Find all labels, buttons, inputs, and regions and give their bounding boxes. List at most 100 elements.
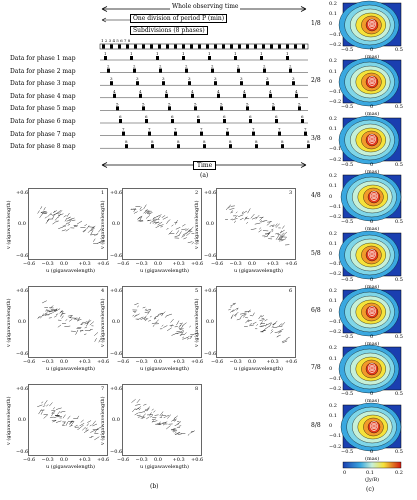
uv-track bbox=[133, 208, 136, 212]
map-ytick: −0.2 bbox=[329, 271, 342, 278]
uv-track bbox=[58, 210, 63, 215]
caption-c: (c) bbox=[366, 486, 375, 493]
xaxis-label: u (gigawavelength) bbox=[46, 268, 95, 274]
uv-track bbox=[241, 211, 244, 214]
uv-track bbox=[44, 313, 49, 316]
uv-track bbox=[143, 403, 147, 406]
uv-track bbox=[185, 228, 189, 232]
uv-track bbox=[179, 324, 181, 327]
map-xtick: −0.5 bbox=[341, 161, 354, 168]
phase-number: 8 bbox=[229, 139, 232, 144]
uv-track bbox=[49, 402, 53, 407]
map-xtick: 0.5 bbox=[395, 448, 403, 455]
uv-track bbox=[260, 315, 265, 318]
uv-track bbox=[154, 221, 159, 225]
phase-number: 7 bbox=[122, 127, 125, 132]
uv-track bbox=[284, 339, 288, 341]
uv-track bbox=[271, 228, 274, 231]
map-ytick: 0 bbox=[329, 308, 333, 315]
uv-track bbox=[86, 225, 90, 230]
uv-track bbox=[151, 408, 154, 411]
map-xtick: 0.5 bbox=[395, 47, 403, 53]
phase-data-block bbox=[243, 93, 246, 98]
phase-data-block bbox=[229, 144, 232, 149]
uv-track bbox=[239, 313, 246, 315]
yaxis-label: v (gigawavelength) bbox=[194, 298, 200, 347]
phase-number: 3 bbox=[214, 76, 217, 81]
phase-data-block bbox=[252, 131, 255, 136]
xtick-label: +0.3 bbox=[78, 457, 91, 463]
peak-contour bbox=[370, 79, 374, 84]
uv-track bbox=[158, 224, 164, 227]
uv-track bbox=[94, 332, 99, 336]
time-label: Time bbox=[193, 161, 217, 170]
xtick-label: +0.6 bbox=[285, 359, 298, 365]
map-ytick: 0.2 bbox=[329, 173, 337, 180]
phase-number: 7 bbox=[252, 127, 255, 132]
phase-number: 3 bbox=[136, 76, 139, 81]
phase-label: 8/8 bbox=[311, 421, 321, 429]
phase-data-block bbox=[272, 106, 275, 111]
uv-track bbox=[236, 308, 239, 311]
uv-track bbox=[77, 415, 80, 419]
xtick-label: 0.0 bbox=[154, 457, 162, 463]
uv-track bbox=[136, 305, 140, 308]
phase-data-block bbox=[292, 81, 295, 86]
colorbar-tick: 0 bbox=[343, 470, 347, 476]
peak-contour bbox=[370, 366, 374, 371]
strip-block bbox=[214, 44, 217, 49]
phase-number: 2 bbox=[185, 64, 188, 69]
uv-track bbox=[85, 321, 90, 327]
phase-number: 7 bbox=[148, 127, 151, 132]
phase-number: 5 bbox=[194, 101, 197, 106]
ytick-label: −0.6 bbox=[16, 253, 29, 259]
uv-track bbox=[132, 408, 136, 413]
xtick-label: −0.3 bbox=[135, 359, 148, 365]
ytick-label: −0.6 bbox=[16, 351, 29, 357]
strip-block bbox=[278, 44, 281, 49]
uv-track bbox=[275, 232, 280, 235]
xtick-label: 0.0 bbox=[154, 359, 162, 365]
uv-track bbox=[231, 309, 236, 313]
xaxis-label: u (gigawavelength) bbox=[140, 464, 189, 470]
uv-track bbox=[247, 208, 251, 214]
uv-track bbox=[139, 316, 144, 319]
phase-data-block bbox=[286, 56, 289, 60]
xtick-label: −0.3 bbox=[41, 457, 54, 463]
strip-block bbox=[206, 44, 209, 49]
phase-number: 2 bbox=[133, 64, 136, 69]
uv-track bbox=[255, 214, 260, 220]
uv-track bbox=[82, 426, 86, 431]
phase-number: 4 bbox=[165, 89, 168, 94]
phase-data-block bbox=[226, 131, 229, 136]
uv-track bbox=[56, 407, 62, 410]
phase-intensity-map bbox=[338, 345, 402, 394]
peak-contour bbox=[372, 194, 376, 198]
phase-data-block bbox=[298, 106, 301, 111]
uv-track bbox=[163, 325, 168, 328]
map-xlabel: (mas) bbox=[365, 341, 380, 347]
uv-track bbox=[92, 420, 96, 425]
phase-row-label: Data for phase 8 map bbox=[10, 143, 76, 151]
phase-data-block bbox=[263, 68, 266, 73]
uv-track bbox=[54, 308, 58, 311]
phase-number: 1 bbox=[182, 51, 185, 56]
peak-contour bbox=[368, 19, 376, 29]
uv-track bbox=[143, 408, 147, 413]
map-ytick: 0.2 bbox=[329, 288, 337, 294]
phase-intensity-map bbox=[338, 58, 402, 107]
uv-track bbox=[232, 302, 236, 305]
plot-frame bbox=[28, 286, 108, 358]
phase-number: 1 bbox=[208, 51, 211, 56]
phase-data-block bbox=[168, 106, 171, 111]
uv-track bbox=[149, 415, 153, 418]
phase-row-label: Data for phase 2 map bbox=[10, 67, 76, 75]
phase-data-block bbox=[208, 56, 211, 60]
phase-data-block bbox=[203, 144, 206, 149]
ytick-label: −0.6 bbox=[16, 449, 29, 455]
uv-track bbox=[270, 329, 273, 332]
xtick-label: +0.3 bbox=[266, 359, 279, 365]
xaxis-label: u (gigawavelength) bbox=[234, 366, 283, 372]
strip-block bbox=[182, 44, 185, 49]
peak-contour bbox=[368, 133, 376, 144]
